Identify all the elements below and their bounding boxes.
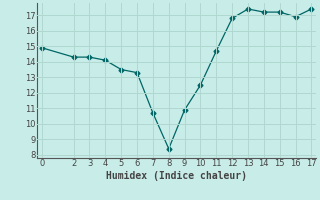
X-axis label: Humidex (Indice chaleur): Humidex (Indice chaleur) [106,171,247,181]
